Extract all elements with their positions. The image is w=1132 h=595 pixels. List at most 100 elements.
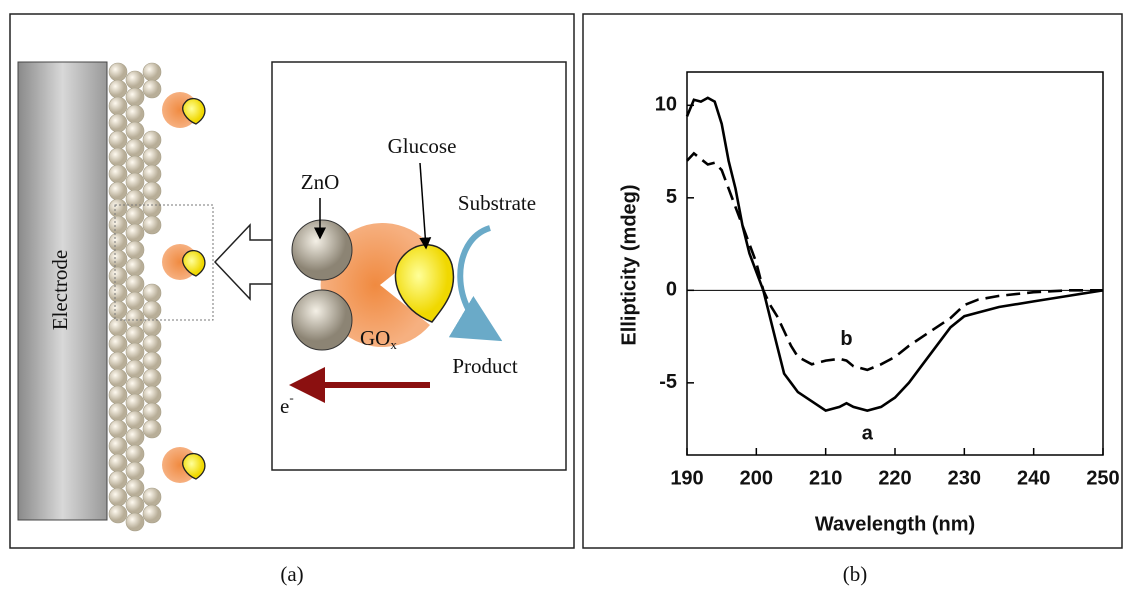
nanoparticle (126, 394, 144, 412)
gox-main: GO (360, 326, 390, 350)
nanoparticle (126, 224, 144, 242)
nanoparticle (126, 88, 144, 106)
x-tick-label: 230 (948, 467, 981, 489)
caption: (a) (280, 562, 303, 586)
nanoparticle (126, 275, 144, 293)
zoom-arrow (215, 225, 272, 299)
nanoparticle (143, 369, 161, 387)
nanoparticle (109, 165, 127, 183)
zno-sphere (292, 220, 352, 280)
x-tick-label: 190 (670, 467, 703, 489)
glucose-label: Glucose (388, 134, 457, 158)
nanoparticle (143, 284, 161, 302)
nanoparticle (126, 241, 144, 259)
nanoparticle (109, 318, 127, 336)
y-tick-label: -5 (659, 371, 677, 393)
nanoparticle (143, 505, 161, 523)
product-label: Product (452, 354, 517, 378)
nanoparticle (126, 411, 144, 429)
nanoparticle (143, 403, 161, 421)
nanoparticle (143, 199, 161, 217)
nanoparticle (109, 199, 127, 217)
nanoparticle (126, 156, 144, 174)
electron-sup: - (289, 390, 293, 405)
nanoparticle (109, 80, 127, 98)
nanoparticle (143, 301, 161, 319)
x-axis-label: Wavelength (nm) (815, 513, 975, 535)
nanoparticle (126, 71, 144, 89)
nanoparticle (126, 428, 144, 446)
series-line (687, 153, 1103, 370)
x-tick-label: 220 (878, 467, 911, 489)
nanoparticle (126, 445, 144, 463)
y-tick-label: 10 (655, 94, 677, 116)
series-label: b (840, 328, 852, 350)
nanoparticle (109, 63, 127, 81)
nanoparticle (126, 360, 144, 378)
nanoparticle (109, 131, 127, 149)
nanoparticle (126, 139, 144, 157)
nanoparticle (143, 216, 161, 234)
nanoparticle (143, 63, 161, 81)
nanoparticle (126, 377, 144, 395)
zno-label: ZnO (301, 170, 340, 194)
nanoparticle (143, 165, 161, 183)
nanoparticle (109, 97, 127, 115)
nanoparticle (126, 496, 144, 514)
nanoparticle (109, 369, 127, 387)
nanoparticle (143, 80, 161, 98)
electrode-label: Electrode (48, 250, 72, 330)
series-label: a (862, 422, 874, 444)
nanoparticle (126, 122, 144, 140)
page: Electrode ZnO Glucose Substrate Product … (0, 0, 1132, 595)
series-line (687, 98, 1103, 411)
y-tick-label: 5 (666, 186, 677, 208)
nanoparticle (126, 479, 144, 497)
nanoparticle (143, 420, 161, 438)
nanoparticle (126, 462, 144, 480)
nanoparticle (143, 352, 161, 370)
nanoparticle (109, 335, 127, 353)
nanoparticle (109, 488, 127, 506)
nanoparticle (143, 182, 161, 200)
nanoparticle (109, 352, 127, 370)
nanoparticle (143, 335, 161, 353)
y-tick-label: 0 (666, 279, 677, 301)
nanoparticle (143, 488, 161, 506)
nanoparticle (109, 454, 127, 472)
nanoparticle (126, 105, 144, 123)
nanoparticle (109, 420, 127, 438)
nanoparticle (109, 267, 127, 285)
nanoparticle (143, 386, 161, 404)
nanoparticle (126, 513, 144, 531)
nanoparticle (143, 318, 161, 336)
nanoparticle (109, 301, 127, 319)
electron-main: e (280, 394, 289, 418)
substrate-label: Substrate (458, 191, 536, 215)
x-tick-label: 200 (740, 467, 773, 489)
nanoparticle (126, 207, 144, 225)
gox-sub: x (390, 337, 397, 352)
nanoparticle (109, 250, 127, 268)
nanoparticle (109, 114, 127, 132)
nanoparticle (109, 233, 127, 251)
nanoparticles (109, 63, 161, 531)
nanoparticle (126, 292, 144, 310)
nanoparticle (109, 148, 127, 166)
nanoparticle (143, 148, 161, 166)
nanoparticle (143, 131, 161, 149)
nanoparticle (109, 471, 127, 489)
nanoparticle (109, 182, 127, 200)
nanoparticle (109, 284, 127, 302)
nanoparticle (126, 173, 144, 191)
figure: Electrode ZnO Glucose Substrate Product … (0, 0, 1132, 590)
x-tick-label: 250 (1086, 467, 1119, 489)
y-axis-label: Ellipticity (mdeg) (618, 184, 640, 345)
nanoparticle (109, 437, 127, 455)
nanoparticle (126, 258, 144, 276)
nanoparticle (109, 386, 127, 404)
x-tick-label: 210 (809, 467, 842, 489)
nanoparticle (109, 505, 127, 523)
enzymes (162, 92, 205, 483)
x-tick-label: 240 (1017, 467, 1050, 489)
